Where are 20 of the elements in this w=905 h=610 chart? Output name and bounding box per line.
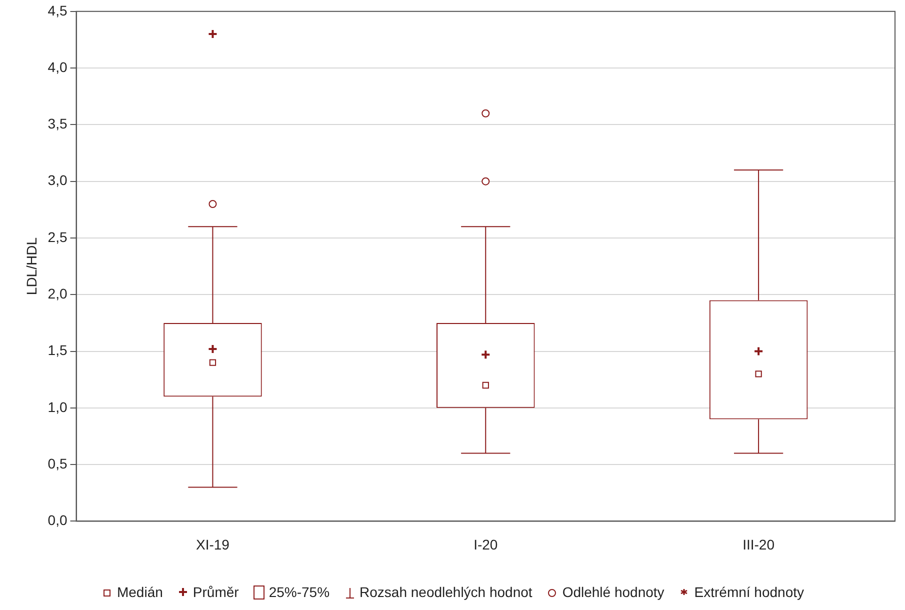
x-tick-label: III-20 (742, 536, 775, 552)
text: Rozsah neodlehlých hodnot (360, 584, 532, 600)
legend-label: Extrémní hodnoty (694, 584, 804, 600)
text: Medián (116, 584, 163, 600)
text: 25%-75% (268, 584, 330, 600)
text: Průměr (192, 584, 239, 600)
y-tick-label: 2,0 (48, 285, 68, 302)
x-tick-label: XI-19 (196, 536, 230, 552)
y-tick-label: 4,0 (48, 58, 68, 75)
y-tick-label: 3,0 (48, 172, 68, 188)
text: Odlehlé hodnoty (562, 584, 664, 600)
y-tick-label: 2,5 (48, 228, 68, 245)
y-axis-title: LDL/HDL (23, 237, 40, 296)
y-tick-label: 0,0 (48, 512, 68, 528)
y-tick-label: 0,5 (48, 455, 68, 472)
x-tick-label: I-20 (474, 536, 498, 552)
y-tick-label: 3,5 (48, 116, 68, 132)
y-tick-label: 1,5 (48, 342, 68, 358)
y-tick-label: 1,0 (48, 398, 68, 415)
y-tick-label: 4,5 (48, 2, 68, 18)
